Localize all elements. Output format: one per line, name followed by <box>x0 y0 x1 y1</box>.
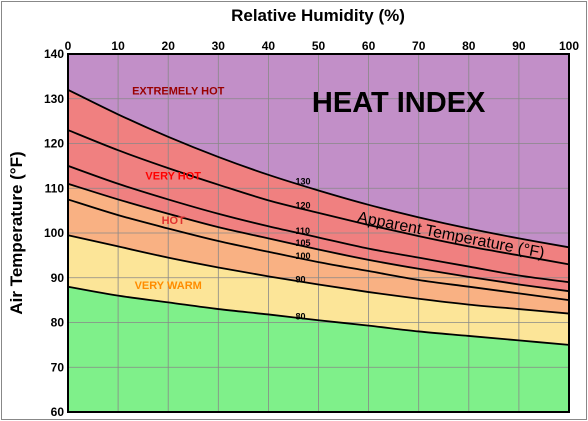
y-tick-label: 60 <box>51 405 65 419</box>
y-tick-label: 120 <box>44 137 64 151</box>
x-tick-label: 30 <box>212 39 226 53</box>
curve-90 <box>67 234 570 315</box>
chart-title: HEAT INDEX <box>312 87 486 119</box>
curve-label-100: 100 <box>295 251 310 261</box>
curve-105 <box>67 182 570 293</box>
y-tick-label: 110 <box>45 181 65 195</box>
curve-label-90: 90 <box>295 274 305 284</box>
zone-label-2: HOT <box>162 215 186 227</box>
x-tick-label: 40 <box>262 39 276 53</box>
x-tick-label: 20 <box>162 39 176 53</box>
y-tick-label: 90 <box>51 271 65 285</box>
curve-110 <box>67 165 570 284</box>
x-tick-label: 70 <box>412 39 426 53</box>
curve-label-110: 110 <box>295 226 310 236</box>
curve-label-120: 120 <box>295 201 310 211</box>
x-tick-label: 0 <box>65 39 72 53</box>
y-tick-label: 130 <box>44 92 64 106</box>
y-tick-label: 100 <box>44 226 64 240</box>
curve-label-80: 80 <box>295 311 305 321</box>
x-tick-label: 80 <box>462 39 476 53</box>
x-tick-label: 90 <box>512 39 526 53</box>
plot-border <box>67 53 570 413</box>
y-tick-label: 70 <box>51 360 65 374</box>
y-tick-label: 80 <box>51 316 65 330</box>
zone-fill-2 <box>68 183 569 314</box>
zone-label-1: VERY HOT <box>145 170 201 182</box>
y-tick-label: 140 <box>44 47 64 61</box>
x-tick-label: 60 <box>362 39 376 53</box>
zone-label-3: VERY WARM <box>135 280 202 292</box>
curve-80 <box>67 285 570 346</box>
x-tick-label: 100 <box>559 39 579 53</box>
zone-label-0: EXTREMELY HOT <box>132 85 225 97</box>
curve-100 <box>67 198 570 302</box>
x-tick-label: 10 <box>111 39 125 53</box>
x-tick-label: 50 <box>312 39 326 53</box>
curve-label-105: 105 <box>295 238 310 248</box>
curve-130 <box>67 88 570 249</box>
curve-120 <box>67 129 570 266</box>
y-axis-title: Air Temperature (°F) <box>7 151 26 314</box>
x-axis-title: Relative Humidity (%) <box>231 6 405 25</box>
curve-label-130: 130 <box>295 177 310 187</box>
